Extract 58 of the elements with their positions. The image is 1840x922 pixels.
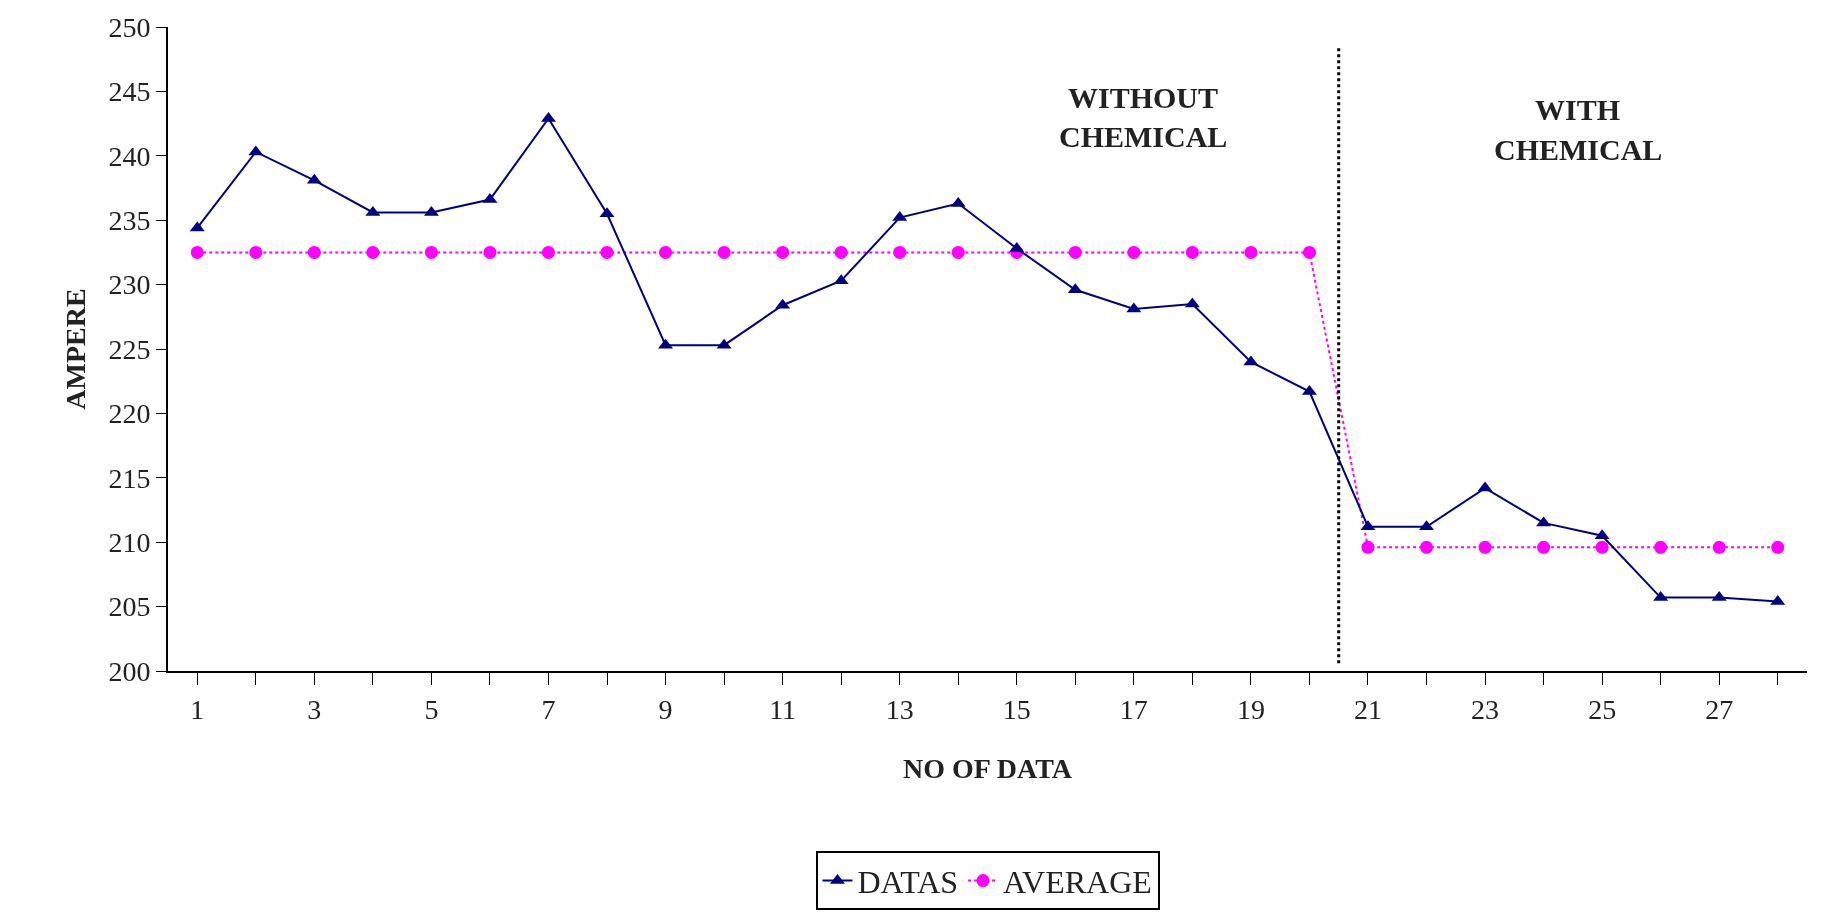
x-tick-label: 9	[658, 693, 673, 725]
point	[1478, 540, 1492, 554]
point	[717, 245, 731, 259]
point	[424, 245, 438, 259]
y-tick-label: 250	[108, 11, 151, 43]
point	[1244, 245, 1258, 259]
point	[1537, 540, 1551, 554]
x-tick-label: 3	[307, 693, 322, 725]
point	[1361, 540, 1375, 554]
point	[249, 245, 263, 259]
annotation: WITHOUT CHEMICAL	[1059, 81, 1228, 153]
point	[1302, 245, 1316, 259]
x-tick-label: 13	[885, 693, 914, 725]
x-tick-label: 27	[1705, 693, 1734, 725]
y-tick-label: 205	[108, 591, 151, 623]
point	[190, 245, 204, 259]
point	[366, 245, 380, 259]
legend-label: AVERAGE	[1003, 864, 1152, 901]
y-tick-label: 235	[108, 205, 151, 236]
x-tick-label: 7	[541, 693, 556, 725]
y-tick-label: 200	[108, 655, 151, 687]
y-tick-label: 220	[108, 398, 151, 430]
y-tick-label: 225	[108, 333, 151, 365]
point	[1595, 540, 1609, 554]
point	[893, 245, 907, 259]
x-tick-label: 5	[424, 693, 439, 725]
y-tick-label: 240	[108, 140, 151, 172]
point	[600, 245, 614, 259]
point	[1712, 540, 1726, 554]
point	[834, 245, 848, 259]
point	[307, 245, 321, 259]
y-tick-label: 210	[108, 527, 151, 558]
point	[541, 245, 555, 259]
annotation: WITH CHEMICAL	[1494, 93, 1663, 166]
point	[1068, 245, 1082, 259]
y-tick-label: 230	[108, 269, 151, 301]
point	[1654, 540, 1668, 554]
legend-label: DATAS	[857, 864, 959, 901]
x-tick-label: 23	[1471, 693, 1500, 725]
y-tick-label: 215	[108, 462, 151, 494]
x-tick-label: 11	[769, 693, 797, 725]
x-tick-label: 21	[1353, 693, 1382, 725]
x-axis-title: NO OF DATA	[902, 753, 1073, 785]
x-tick-label: 1	[190, 693, 205, 725]
point	[1420, 540, 1434, 554]
x-tick-label: 15	[1002, 693, 1031, 725]
point	[776, 245, 790, 259]
x-tick-label: 19	[1236, 693, 1265, 725]
point	[1127, 245, 1141, 259]
point	[1185, 245, 1199, 259]
point	[1771, 540, 1785, 554]
point	[951, 245, 965, 259]
point	[483, 245, 497, 259]
y-axis-title: AMPERE	[59, 288, 91, 410]
x-tick-label: 17	[1119, 693, 1148, 725]
x-tick-label: 25	[1588, 693, 1617, 725]
y-tick-label: 245	[108, 76, 151, 108]
point	[659, 245, 673, 259]
